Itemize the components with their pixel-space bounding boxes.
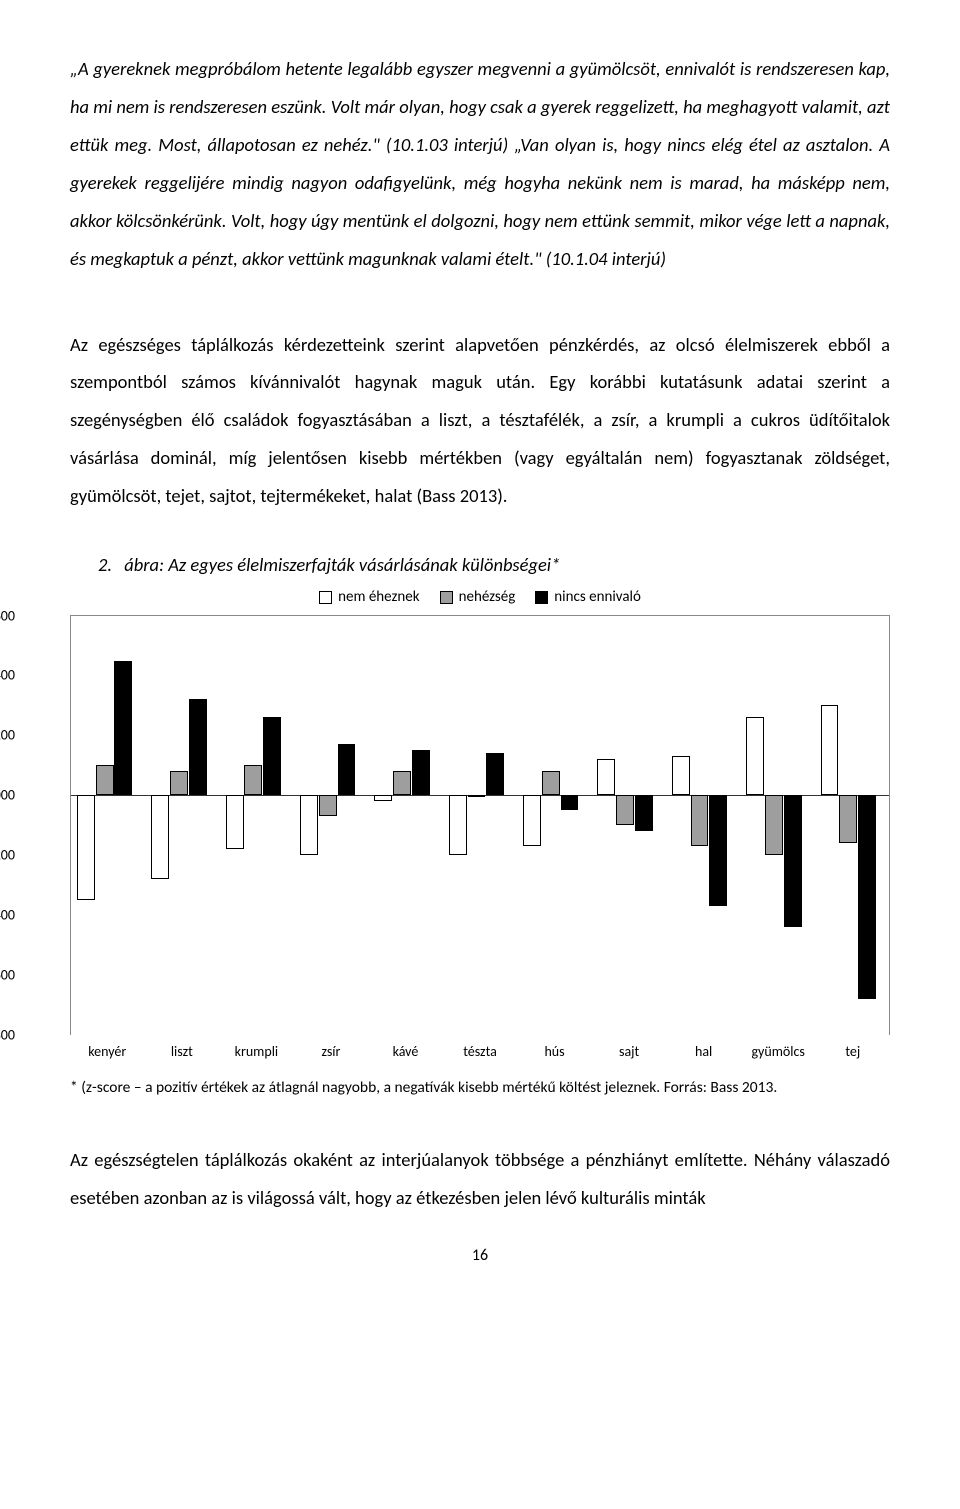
- chart-bar: [691, 795, 709, 846]
- x-tick-label: hús: [517, 1043, 592, 1060]
- chart-bar: [263, 717, 281, 795]
- figure-caption-text: ábra: Az egyes élelmiszerfajták vásárlás…: [124, 553, 560, 576]
- chart-bar: [839, 795, 857, 843]
- chart-bar: [244, 765, 262, 795]
- y-tick-label: -0,200: [0, 847, 15, 864]
- legend-label: nincs ennivaló: [554, 588, 641, 606]
- chart-bar: [597, 759, 615, 795]
- x-tick-label: zsír: [294, 1043, 369, 1060]
- x-tick-label: tészta: [443, 1043, 518, 1060]
- x-tick-label: kávé: [368, 1043, 443, 1060]
- legend-label: nem éheznek: [338, 588, 419, 606]
- quote-paragraph: „A gyereknek megpróbálom hetente legaláb…: [70, 50, 890, 278]
- legend-swatch: [319, 591, 332, 604]
- chart-bar: [393, 771, 411, 795]
- chart-legend: nem éheznek nehézség nincs ennivaló: [70, 588, 890, 609]
- x-tick-label: krumpli: [219, 1043, 294, 1060]
- x-tick-label: tej: [815, 1043, 890, 1060]
- chart-bar: [523, 795, 541, 846]
- chart-footnote: * (z-score – a pozitív értékek az átlagn…: [70, 1078, 890, 1097]
- chart-bar: [542, 771, 560, 795]
- y-tick-label: -0,600: [0, 966, 15, 983]
- chart-bar: [784, 795, 802, 927]
- y-tick-label: 0,600: [0, 607, 15, 624]
- legend-item: nem éheznek: [319, 588, 419, 606]
- figure-number: 2.: [98, 553, 120, 576]
- chart-bar: [300, 795, 318, 855]
- x-tick-label: gyümölcs: [741, 1043, 816, 1060]
- chart-bar: [486, 753, 504, 795]
- x-tick-label: liszt: [145, 1043, 220, 1060]
- chart-container: 0,6000,4000,2000,000-0,200-0,400-0,600-0…: [70, 615, 890, 1060]
- x-tick-label: kenyér: [70, 1043, 145, 1060]
- y-tick-label: -0,800: [0, 1026, 15, 1043]
- chart-bar: [449, 795, 467, 855]
- y-tick-label: 0,200: [0, 727, 15, 744]
- legend-label: nehézség: [459, 588, 516, 606]
- chart-bar: [96, 765, 114, 795]
- chart-bar: [189, 699, 207, 795]
- chart-bar: [765, 795, 783, 855]
- body-paragraph-2: Az egészségtelen táplálkozás okaként az …: [70, 1141, 890, 1217]
- chart-bar: [709, 795, 727, 906]
- x-tick-label: hal: [666, 1043, 741, 1060]
- chart-bar: [672, 756, 690, 795]
- chart-bar: [635, 795, 653, 831]
- legend-item: nincs ennivaló: [535, 588, 641, 606]
- y-tick-label: 0,000: [0, 787, 15, 804]
- chart-bar: [821, 705, 839, 795]
- y-tick-label: 0,400: [0, 667, 15, 684]
- figure-caption: 2. ábra: Az egyes élelmiszerfajták vásár…: [98, 553, 890, 576]
- chart-bar: [338, 744, 356, 795]
- x-axis-labels: kenyérlisztkrumplizsírkávétésztahússajth…: [70, 1043, 890, 1060]
- chart-bar: [170, 771, 188, 795]
- chart-bar: [468, 795, 486, 797]
- body-paragraph-1: Az egészséges táplálkozás kérdezetteink …: [70, 326, 890, 516]
- chart-bar: [151, 795, 169, 879]
- chart-bar: [858, 795, 876, 999]
- chart-bar: [319, 795, 337, 816]
- chart-bar: [114, 661, 132, 796]
- legend-swatch: [535, 591, 548, 604]
- legend-item: nehézség: [440, 588, 516, 606]
- chart-bar: [77, 795, 95, 900]
- chart-bar: [412, 750, 430, 795]
- chart-bar: [226, 795, 244, 849]
- chart-bar: [561, 795, 579, 810]
- chart-bar: [746, 717, 764, 795]
- chart-bar: [374, 795, 392, 801]
- chart-bars: [71, 616, 889, 1035]
- page-number: 16: [70, 1246, 890, 1265]
- legend-swatch: [440, 591, 453, 604]
- x-tick-label: sajt: [592, 1043, 667, 1060]
- chart-plot-area: 0,6000,4000,2000,000-0,200-0,400-0,600-0…: [70, 615, 890, 1035]
- chart-bar: [616, 795, 634, 825]
- y-tick-label: -0,400: [0, 906, 15, 923]
